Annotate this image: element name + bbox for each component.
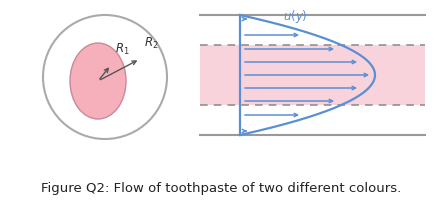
Text: $u(y)$: $u(y)$ (283, 8, 307, 25)
Bar (200, 46, 425, 105)
Text: $R_1$: $R_1$ (115, 42, 130, 57)
Text: $R_2$: $R_2$ (144, 36, 159, 51)
Text: Figure Q2: Flow of toothpaste of two different colours.: Figure Q2: Flow of toothpaste of two dif… (41, 181, 401, 194)
Ellipse shape (70, 44, 126, 119)
